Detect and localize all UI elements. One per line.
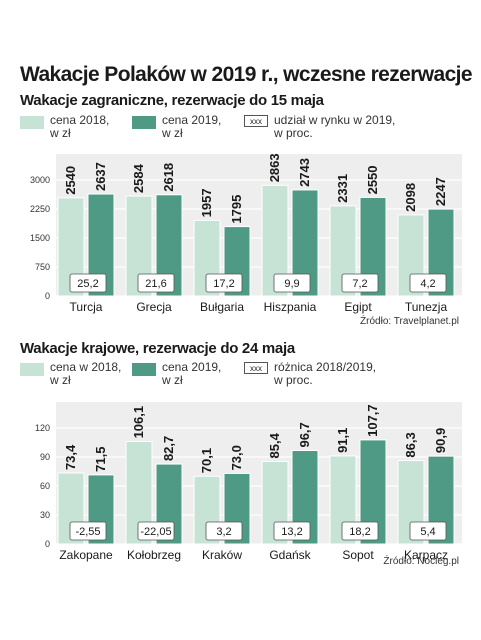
box-value-frame (273, 273, 311, 293)
section-subtitle-foreign: Wakacje zagraniczne, rezerwacje do 15 ma… (20, 92, 324, 109)
bar-value-label: 1957 (199, 188, 214, 217)
bar-value-label: 2247 (433, 177, 448, 206)
bar-value-label: 107,7 (365, 404, 380, 437)
box-value-label: 9,9 (284, 278, 299, 290)
legend-label-2019: cena 2019, w zł (162, 113, 222, 140)
category-label: Kołobrzeg (127, 548, 181, 562)
box-value-label: 3,2 (216, 526, 231, 538)
bar-value-label: 2331 (335, 174, 350, 203)
bar-value-label: 106,1 (131, 406, 146, 439)
section-subtitle-domestic: Wakacje krajowe, rezerwacje do 24 maja (20, 340, 295, 357)
category-label: Kraków (202, 548, 242, 562)
source-foreign: Źródło: Travelplanet.pl (360, 316, 459, 327)
bar-value-label: 1795 (229, 195, 244, 224)
legend-label-2018: cena w 2018, w zł (50, 360, 122, 387)
bar-value-label: 70,1 (199, 448, 214, 473)
box-value-label: 18,2 (349, 526, 370, 538)
bar-value-label: 90,9 (433, 428, 448, 453)
bar-value-label: 2743 (297, 158, 312, 187)
bar-value-label: 96,7 (297, 422, 312, 447)
box-value-label: 13,2 (281, 526, 302, 538)
legend-swatch-2018 (20, 116, 44, 129)
box-value-frame (69, 521, 107, 541)
bar-value-label: 2550 (365, 165, 380, 194)
bar-value-label: 73,4 (63, 444, 78, 470)
chart-foreign: 3000 2250 1500 750 0 2540 2637 25,2 Turcja 2584 26… (30, 153, 462, 314)
legend-box-symbol: xxx (244, 115, 268, 127)
bar-value-label: 2637 (93, 162, 108, 191)
legend-label-2018: cena 2018, w zł (50, 113, 110, 140)
box-value-frame (205, 273, 243, 293)
box-value-frame (341, 521, 379, 541)
box-value-frame (409, 273, 447, 293)
legend-swatch-2019 (132, 363, 156, 376)
category-label: Gdańsk (269, 548, 311, 562)
y-tick-label: 0 (45, 291, 50, 301)
bar-value-label: 91,1 (335, 428, 350, 453)
box-value-label: 17,2 (213, 278, 234, 290)
box-value-label: 7,2 (352, 278, 367, 290)
bar-value-label: 2098 (403, 183, 418, 212)
legend-swatch-2019 (132, 116, 156, 129)
bar-value-label: 73,0 (229, 445, 244, 470)
bar-value-label: 2618 (161, 163, 176, 192)
box-value-frame (341, 273, 379, 293)
infographic-title: Wakacje Polaków w 2019 r., wczesne rezer… (20, 63, 473, 86)
box-value-label: -2,55 (75, 526, 100, 538)
box-value-frame (409, 521, 447, 541)
box-value-frame (137, 521, 175, 541)
y-tick-label: 120 (35, 423, 50, 433)
plot-background (56, 154, 462, 296)
box-value-frame (205, 521, 243, 541)
bar-value-label: 71,5 (93, 447, 108, 472)
y-tick-label: 30 (40, 510, 50, 520)
box-value-frame (273, 521, 311, 541)
category-label: Grecja (136, 300, 172, 314)
y-tick-label: 2250 (30, 204, 50, 214)
category-label: Turcja (70, 300, 103, 314)
bar-value-label: 2863 (267, 153, 282, 182)
y-tick-label: 90 (40, 452, 50, 462)
legend-swatch-2018 (20, 363, 44, 376)
source-domestic: Źródło: Nocleg.pl (383, 556, 459, 567)
category-label: Zakopane (59, 548, 113, 562)
box-value-label: 25,2 (77, 278, 98, 290)
y-tick-label: 60 (40, 481, 50, 491)
legend-box-symbol: xxx (244, 362, 268, 374)
box-value-label: -22,05 (140, 526, 171, 538)
box-value-frame (69, 273, 107, 293)
box-value-frame (137, 273, 175, 293)
legend-label-box: różnica 2018/2019, w proc. (274, 360, 377, 387)
legend-domestic: cena w 2018, w zł cena 2019, w zł xxx ró… (20, 361, 470, 391)
category-label: Bułgaria (200, 300, 244, 314)
plot-background (56, 402, 462, 544)
category-label: Egipt (344, 300, 372, 314)
y-tick-label: 750 (35, 262, 50, 272)
category-label: Tunezja (405, 300, 448, 314)
category-label: Hiszpania (264, 300, 317, 314)
bar-value-label: 82,7 (161, 436, 176, 461)
y-tick-label: 0 (45, 539, 50, 549)
box-value-label: 4,2 (420, 278, 435, 290)
y-tick-label: 1500 (30, 233, 50, 243)
chart-domestic: 120 90 60 30 0 73,4 71,5 -2,55 Zakopane 106,1 82,7… (35, 402, 462, 562)
category-label: Sopot (342, 548, 374, 562)
box-value-label: 5,4 (420, 526, 435, 538)
legend-label-2019: cena 2019, w zł (162, 360, 222, 387)
bar-value-label: 2584 (131, 163, 146, 193)
category-label: Karpacz (404, 548, 448, 562)
bar-value-label: 86,3 (403, 432, 418, 457)
bar-value-label: 85,4 (267, 432, 282, 458)
y-tick-label: 3000 (30, 175, 50, 185)
legend-foreign: cena 2018, w zł cena 2019, w zł xxx udzi… (20, 114, 470, 144)
bar-value-label: 2540 (63, 166, 78, 195)
box-value-label: 21,6 (145, 278, 166, 290)
legend-label-box: udział w rynku w 2019, w proc. (274, 113, 396, 140)
